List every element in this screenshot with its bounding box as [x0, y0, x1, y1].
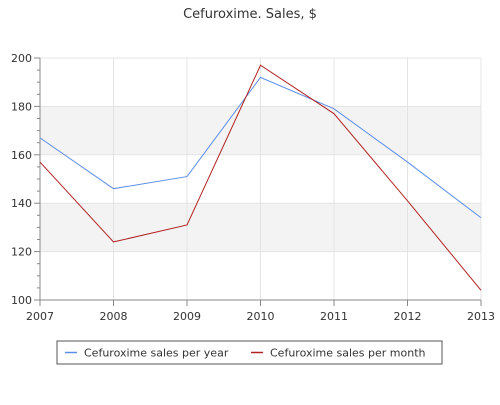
y-tick-label: 160	[11, 149, 32, 162]
y-tick-label: 120	[11, 246, 32, 259]
legend-label: Cefuroxime sales per month	[270, 347, 426, 360]
y-tick-label: 140	[11, 197, 32, 210]
chart-title: Cefuroxime. Sales, $	[183, 7, 317, 22]
legend: Cefuroxime sales per year Cefuroxime sale…	[56, 340, 443, 365]
y-tick-label: 200	[11, 52, 32, 65]
axes	[34, 57, 482, 306]
grid-lines	[39, 57, 482, 301]
y-tick-label: 100	[11, 294, 32, 307]
tick-labels: 100 120 140 160 180 200 2007 2008 2009 2010 2011 20…	[11, 52, 495, 323]
series-lines	[39, 64, 482, 291]
legend-box	[56, 340, 443, 365]
y-tick-label: 180	[11, 100, 32, 113]
x-tick-label: 2008	[100, 310, 128, 323]
x-tick-label: 2011	[320, 310, 348, 323]
x-tick-label: 2009	[173, 310, 201, 323]
x-tick-label: 2007	[26, 310, 54, 323]
series-line-2	[39, 64, 482, 291]
x-tick-label: 2012	[394, 310, 422, 323]
series-line-1	[39, 76, 482, 219]
x-tick-label: 2013	[467, 310, 495, 323]
legend-label: Cefuroxime sales per year	[84, 347, 229, 360]
x-tick-label: 2010	[247, 310, 275, 323]
